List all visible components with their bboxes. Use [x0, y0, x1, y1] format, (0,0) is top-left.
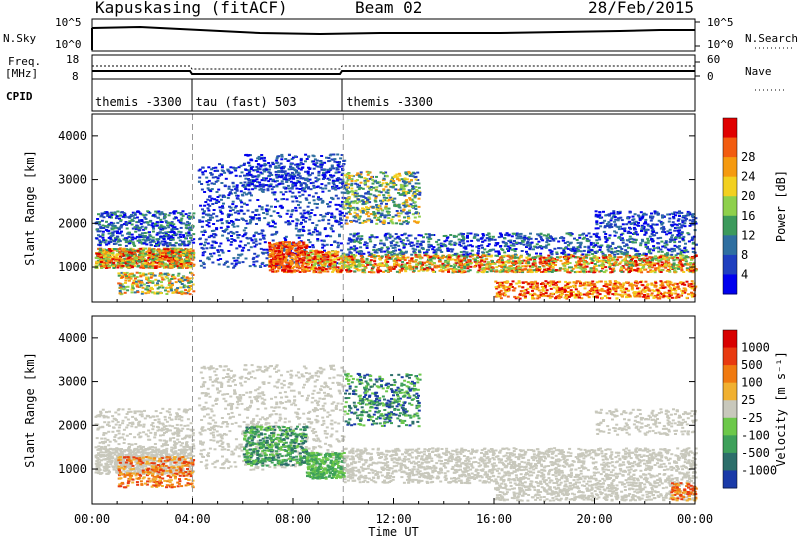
- power-colorbar-swatch: [723, 176, 737, 197]
- power-scatter: [94, 153, 698, 300]
- station-title: Kapuskasing (fitACF): [95, 0, 288, 17]
- velocity-colorbar-swatch: [723, 382, 737, 401]
- power-ytick-2000: 2000: [58, 216, 87, 230]
- velocity-ylabel: Slant Range [km]: [23, 352, 37, 468]
- velocity-colorbar-tick: -1000: [741, 463, 777, 477]
- nsky-tick-top: 10^5: [55, 16, 82, 29]
- power-colorbar-tick: 28: [741, 150, 755, 164]
- xtick-5: 20:00: [576, 512, 612, 526]
- velocity-colorbar-swatch: [723, 417, 737, 436]
- velocity-colorbar-tick: -100: [741, 428, 770, 442]
- velocity-ytick-2000: 2000: [58, 418, 87, 432]
- velocity-ytick-4000: 4000: [58, 331, 87, 345]
- power-colorbar-tick: 8: [741, 248, 748, 262]
- power-colorbar-tick: 12: [741, 228, 755, 242]
- beam-title: Beam 02: [355, 0, 423, 17]
- nave-tick-bottom: 0: [707, 70, 714, 83]
- velocity-ytick-1000: 1000: [58, 462, 87, 476]
- nsky-panel: [91, 18, 696, 52]
- power-colorbar-swatch: [723, 157, 737, 178]
- xtick-2: 08:00: [275, 512, 311, 526]
- power-colorbar-tick: 20: [741, 189, 755, 203]
- freq-panel: [91, 54, 696, 80]
- freq-line: [92, 70, 695, 75]
- power-colorbar-swatch: [723, 274, 737, 295]
- nave-line: [92, 65, 695, 70]
- power-colorbar-swatch: [723, 215, 737, 236]
- xtick-1: 04:00: [174, 512, 210, 526]
- xlabel: Time UT: [368, 525, 419, 539]
- freq-tick-bottom: 8: [72, 70, 79, 83]
- velocity-colorbar-swatch: [723, 400, 737, 419]
- xtick-0: 00:00: [74, 512, 110, 526]
- nave-tick-top: 60: [707, 53, 720, 66]
- power-colorbar-swatch: [723, 196, 737, 217]
- power-colorbar-swatch: [723, 118, 737, 139]
- power-colorbar-swatch: [723, 254, 737, 275]
- power-colorbar: 4 8 12 16 20 24 28 Power [dB]: [722, 117, 788, 295]
- power-colorbar-tick: 4: [741, 267, 748, 281]
- cpid-label: CPID: [6, 90, 33, 103]
- date-title: 28/Feb/2015: [588, 0, 694, 17]
- cpid-segment-1: tau (fast) 503: [196, 95, 297, 109]
- power-colorbar-label: Power [dB]: [774, 170, 788, 242]
- power-colorbar-tick: 16: [741, 209, 755, 223]
- velocity-colorbar-swatch: [723, 347, 737, 366]
- nave-label: Nave: [745, 65, 772, 78]
- cpid-segment-0: themis -3300: [95, 95, 182, 109]
- velocity-colorbar-swatch: [723, 435, 737, 454]
- freq-label: Freq.: [8, 55, 41, 68]
- freq-unit-label: [MHz]: [5, 67, 38, 80]
- xtick-4: 16:00: [476, 512, 512, 526]
- power-panel: 1000 2000 3000 4000 Slant Range [km] 4 8 12 16 20…: [23, 113, 788, 303]
- nsky-label: N.Sky: [3, 32, 36, 45]
- velocity-scatter: [94, 364, 698, 502]
- velocity-colorbar-swatch: [723, 452, 737, 471]
- power-ytick-3000: 3000: [58, 173, 87, 187]
- cpid-segment-2: themis -3300: [346, 95, 433, 109]
- velocity-colorbar-label: Velocity [m s⁻¹]: [774, 351, 788, 467]
- velocity-colorbar-swatch: [723, 330, 737, 349]
- power-colorbar-swatch: [723, 137, 737, 158]
- velocity-colorbar-tick: -25: [741, 411, 763, 425]
- xtick-6: 00:00: [677, 512, 713, 526]
- power-colorbar-swatch: [723, 235, 737, 256]
- velocity-colorbar-swatch: [723, 470, 737, 489]
- velocity-colorbar-tick: -500: [741, 446, 770, 460]
- nsearch-tick-top: 10^5: [707, 16, 734, 29]
- velocity-colorbar-tick: 1000: [741, 341, 770, 355]
- xtick-3: 12:00: [375, 512, 411, 526]
- nsearch-tick-bottom: 10^0: [707, 38, 734, 51]
- power-plot-area: [92, 114, 695, 302]
- velocity-ytick-3000: 3000: [58, 375, 87, 389]
- freq-tick-top: 18: [66, 53, 79, 66]
- power-colorbar-tick: 24: [741, 170, 755, 184]
- power-ylabel: Slant Range [km]: [23, 150, 37, 266]
- velocity-colorbar-tick: 500: [741, 358, 763, 372]
- velocity-colorbar-swatch: [723, 365, 737, 384]
- nsky-line: [91, 25, 695, 36]
- strip-panels: [91, 18, 795, 112]
- power-ytick-4000: 4000: [58, 129, 87, 143]
- nsearch-label: N.Search: [745, 32, 798, 45]
- velocity-colorbar-tick: 25: [741, 393, 755, 407]
- power-ytick-1000: 1000: [58, 260, 87, 274]
- velocity-colorbar-tick: 100: [741, 376, 763, 390]
- nsky-tick-bottom: 10^0: [55, 38, 82, 51]
